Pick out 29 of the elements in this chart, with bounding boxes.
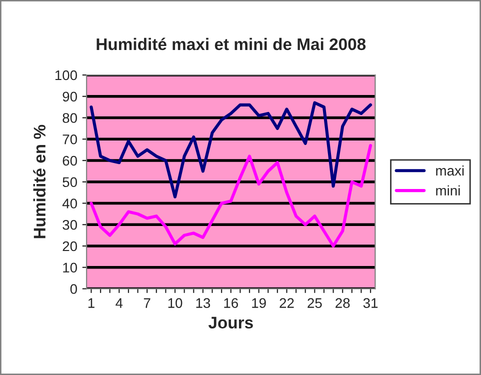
line-series: [90, 101, 372, 198]
x-tick-label: 1: [88, 298, 94, 308]
chart-title: Humidité maxi et mini de Mai 2008: [96, 38, 366, 50]
y-tick-label: 100: [55, 70, 78, 80]
y-axis-title: Humidité en %: [33, 124, 46, 238]
x-tick-label: 25: [308, 298, 322, 308]
line-series: [90, 144, 372, 248]
x-tick-label: 19: [252, 298, 266, 308]
x-tick-label: 7: [144, 298, 150, 308]
legend-label: mini: [436, 185, 460, 196]
y-tick-label: 60: [62, 156, 78, 166]
y-tick-label: 20: [62, 241, 78, 252]
y-tick-label: 30: [62, 220, 78, 230]
y-tick-label: 50: [62, 177, 78, 188]
x-tick-label: 31: [363, 298, 378, 308]
x-tick-label: 16: [224, 298, 238, 308]
y-tick-label: 70: [62, 134, 78, 144]
x-tick-label: 28: [336, 298, 350, 308]
y-tick-label: 10: [63, 262, 78, 273]
x-tick-label: 22: [280, 298, 294, 308]
y-tick-label: 0: [70, 284, 78, 294]
y-tick-label: 90: [62, 92, 78, 102]
x-axis-title: Jours: [208, 316, 253, 329]
x-tick-label: 4: [116, 298, 123, 308]
legend-label: maxi: [436, 165, 464, 176]
y-tick-label: 80: [62, 113, 78, 123]
x-tick-label: 13: [196, 298, 210, 308]
y-tick-label: 40: [62, 198, 78, 208]
x-tick-label: 10: [168, 298, 182, 308]
